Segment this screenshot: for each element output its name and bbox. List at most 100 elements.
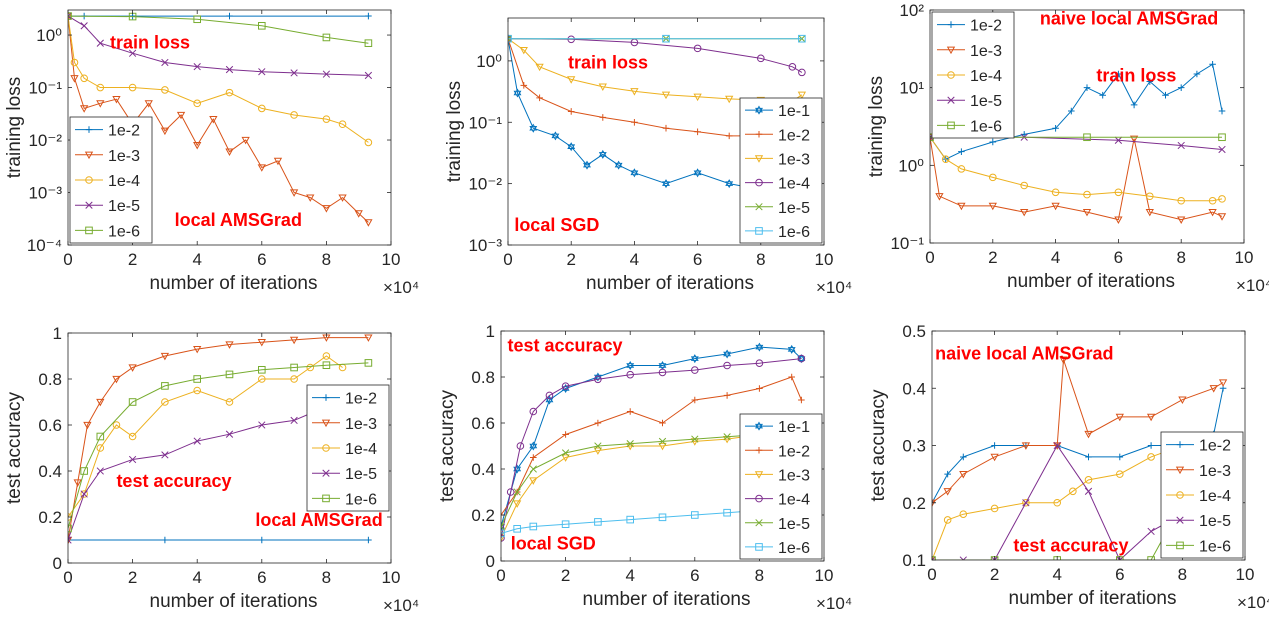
x-axis-multiplier: ×10⁴ — [1237, 593, 1269, 612]
legend-entry: 1e-6 — [778, 540, 810, 557]
series-marker-1e-4 — [797, 354, 806, 363]
legend-entry: 1e-3 — [1199, 463, 1231, 480]
legend-entry: 1e-2 — [970, 18, 1002, 35]
series-marker-1e-3 — [225, 341, 234, 349]
y-tick-label: 10⁰ — [476, 52, 502, 71]
series-marker-1e-5 — [691, 435, 699, 443]
series-marker-1e-4 — [161, 398, 169, 406]
series-marker-1e-1 — [513, 88, 522, 98]
series-marker-1e-2 — [991, 442, 998, 449]
legend-marker — [755, 203, 763, 211]
series-marker-1e-2 — [1130, 101, 1138, 109]
x-tick-label: 10 — [1236, 565, 1255, 584]
series-marker-1e-1 — [583, 160, 591, 170]
series-marker-1e-5 — [529, 465, 537, 473]
series-marker-1e-5 — [1177, 141, 1185, 150]
series-marker-1e-3 — [1129, 135, 1139, 144]
series-marker-1e-6 — [322, 361, 331, 369]
series-marker-1e-4 — [1218, 195, 1226, 203]
x-tick-label: 8 — [322, 568, 331, 587]
annotation-label: local AMSGrad — [175, 210, 302, 230]
series-marker-1e-4 — [1051, 188, 1060, 197]
x-tick-label: 6 — [690, 566, 699, 585]
legend-marker — [755, 494, 763, 503]
series-marker-1e-3 — [1208, 208, 1217, 217]
legend: 1e-2 1e-3 1e-4 1e-5 1e-6 — [931, 11, 1015, 139]
series-marker-1e-4 — [96, 83, 105, 92]
series-marker-1e-5 — [658, 437, 667, 446]
series-marker-1e-5 — [1116, 556, 1124, 560]
legend-marker — [322, 494, 330, 503]
legend-marker — [946, 46, 956, 55]
series-marker-1e-2 — [1193, 70, 1201, 78]
series-marker-1e-1 — [658, 360, 667, 371]
series-marker-1e-6 — [529, 522, 538, 531]
annotation-label: naive local AMSGrad — [1040, 9, 1218, 29]
legend-entry: 1e-6 — [1199, 538, 1231, 555]
series-marker-1e-6 — [691, 511, 699, 519]
series-marker-1e-5 — [1218, 145, 1226, 154]
series-marker-1e-2 — [365, 536, 372, 544]
series-marker-1e-3 — [225, 148, 234, 156]
series-marker-1e-4 — [322, 115, 331, 123]
series-marker-1e-6 — [1083, 133, 1091, 142]
series-marker-1e-4 — [128, 432, 137, 441]
series-marker-1e-4 — [112, 421, 121, 429]
x-tick-label: 6 — [1115, 565, 1124, 584]
series-marker-1e-2 — [1068, 107, 1075, 115]
series-marker-1e-3 — [257, 339, 266, 347]
x-tick-label: 0 — [496, 566, 505, 585]
chart-sgd-train: 0 2 4 6 8 10 10⁰ 10⁻¹ 10⁻² 10⁻³ number of iteratio… — [444, 17, 852, 297]
series-marker-1e-5 — [161, 451, 169, 459]
series-marker-1e-3 — [70, 75, 79, 83]
legend-marker — [1176, 491, 1184, 499]
x-tick-label: 8 — [755, 566, 764, 585]
x-tick-label: 10 — [382, 568, 401, 587]
series-marker-1e-3 — [725, 95, 734, 104]
series-line-1e-4 — [68, 16, 369, 143]
series-marker-1e-4 — [1020, 181, 1028, 190]
axes-box — [500, 330, 825, 562]
x-axis-label: number of iterations — [586, 273, 754, 294]
legend-marker — [755, 446, 763, 454]
series-marker-1e-1 — [797, 354, 806, 364]
legend-marker — [85, 226, 93, 235]
series-marker-1e-5 — [258, 421, 266, 429]
series-marker-1e-1 — [662, 179, 670, 189]
series-marker-1e-6 — [258, 366, 266, 374]
series-marker-1e-5 — [193, 437, 201, 445]
series-marker-1e-4 — [943, 516, 952, 524]
series-marker-1e-4 — [989, 173, 997, 182]
series-marker-1e-1 — [545, 395, 554, 405]
series-marker-1e-2 — [1052, 124, 1059, 132]
series-marker-1e-5 — [561, 449, 570, 457]
series-marker-1e-4 — [723, 361, 731, 370]
series-marker-1e-6 — [723, 508, 731, 517]
y-tick-label: 0.2 — [471, 506, 495, 525]
series-marker-1e-3 — [630, 88, 639, 96]
series-marker-1e-3 — [593, 447, 603, 455]
axes-box — [929, 9, 1245, 244]
series-marker-1e-6 — [594, 518, 602, 526]
series-group — [68, 12, 373, 227]
series-marker-1e-3 — [306, 194, 315, 202]
series-marker-1e-2 — [1099, 91, 1106, 99]
chart-naive-train: 0 2 4 6 8 10 10² 10¹ 10⁰ 10⁻¹ number of iterations… — [866, 1, 1269, 295]
series-marker-1e-3 — [661, 91, 671, 100]
legend-entry: 1e-4 — [108, 173, 140, 190]
series-line-1e-6 — [501, 507, 792, 534]
legend-marker — [322, 444, 330, 452]
series-marker-1e-4 — [258, 104, 266, 113]
legend-entry: 1e-3 — [970, 43, 1002, 60]
y-axis-label: training loss — [4, 77, 25, 178]
series-marker-1e-1 — [529, 441, 538, 451]
series-marker-1e-4 — [258, 375, 266, 383]
y-tick-label: 0.8 — [471, 368, 495, 387]
series-marker-1e-3 — [364, 334, 373, 342]
series-marker-1e-6 — [68, 524, 72, 533]
series-marker-1e-6 — [193, 375, 201, 383]
series-marker-1e-4 — [957, 165, 966, 173]
series-marker-1e-5 — [1022, 499, 1030, 507]
legend: 1e-2 1e-3 1e-4 1e-5 1e-6 — [306, 384, 390, 512]
